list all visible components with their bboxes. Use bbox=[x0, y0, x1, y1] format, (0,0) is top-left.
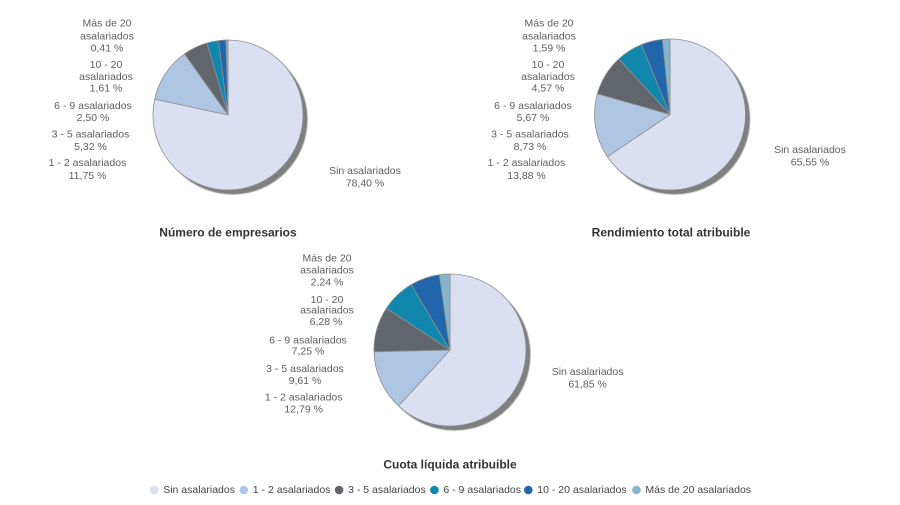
svg-text:6 - 9 asalariados: 6 - 9 asalariados bbox=[443, 484, 521, 496]
svg-text:10 - 20: 10 - 20 bbox=[311, 294, 344, 306]
svg-text:5,32 %: 5,32 % bbox=[74, 141, 107, 153]
svg-text:Más de 20 asalariados: Más de 20 asalariados bbox=[645, 484, 751, 496]
svg-text:6 - 9 asalariados: 6 - 9 asalariados bbox=[54, 100, 132, 112]
svg-text:1 - 2 asalariados: 1 - 2 asalariados bbox=[253, 484, 331, 496]
svg-text:11,75 %: 11,75 % bbox=[69, 170, 107, 182]
svg-text:1 - 2 asalariados: 1 - 2 asalariados bbox=[265, 392, 343, 404]
svg-text:asalariados: asalariados bbox=[80, 31, 134, 43]
svg-text:Más de 20: Más de 20 bbox=[524, 18, 573, 30]
svg-text:10 - 20: 10 - 20 bbox=[90, 59, 123, 71]
svg-text:Sin asalariados: Sin asalariados bbox=[552, 366, 624, 378]
svg-text:Sin asalariados: Sin asalariados bbox=[163, 484, 235, 496]
svg-text:1,59 %: 1,59 % bbox=[533, 43, 566, 55]
svg-text:10 - 20 asalariados: 10 - 20 asalariados bbox=[537, 484, 626, 496]
svg-text:Rendimiento total atribuible: Rendimiento total atribuible bbox=[592, 225, 751, 239]
svg-text:3 - 5 asalariados: 3 - 5 asalariados bbox=[348, 484, 426, 496]
svg-text:1,61 %: 1,61 % bbox=[90, 83, 123, 95]
svg-text:65,55 %: 65,55 % bbox=[791, 156, 830, 168]
svg-text:Cuota líquida atribuible: Cuota líquida atribuible bbox=[383, 458, 517, 472]
svg-text:6 - 9 asalariados: 6 - 9 asalariados bbox=[269, 335, 347, 347]
svg-text:3 - 5 asalariados: 3 - 5 asalariados bbox=[52, 128, 130, 140]
svg-text:asalariados: asalariados bbox=[522, 31, 576, 43]
svg-text:1 - 2 asalariados: 1 - 2 asalariados bbox=[49, 157, 127, 169]
svg-text:12,79 %: 12,79 % bbox=[284, 404, 323, 416]
svg-text:8,73 %: 8,73 % bbox=[514, 141, 547, 153]
svg-text:Sin asalariados: Sin asalariados bbox=[774, 144, 846, 156]
svg-text:7,25 %: 7,25 % bbox=[292, 346, 325, 358]
svg-text:Más de 20: Más de 20 bbox=[82, 18, 131, 30]
svg-text:13,88 %: 13,88 % bbox=[507, 170, 546, 182]
svg-text:10 - 20: 10 - 20 bbox=[532, 59, 565, 71]
svg-text:3 - 5 asalariados: 3 - 5 asalariados bbox=[491, 128, 569, 140]
svg-text:2,50 %: 2,50 % bbox=[77, 112, 110, 124]
svg-text:9,61 %: 9,61 % bbox=[289, 375, 322, 387]
svg-text:Número de empresarios: Número de empresarios bbox=[159, 225, 297, 239]
svg-text:61,85 %: 61,85 % bbox=[568, 379, 607, 391]
svg-text:Más de 20: Más de 20 bbox=[302, 252, 351, 264]
svg-text:asalariados: asalariados bbox=[300, 305, 354, 317]
svg-text:3 - 5 asalariados: 3 - 5 asalariados bbox=[266, 363, 344, 375]
svg-text:78,40 %: 78,40 % bbox=[346, 177, 385, 189]
svg-text:2,24 %: 2,24 % bbox=[311, 277, 344, 289]
svg-text:asalariados: asalariados bbox=[79, 71, 133, 83]
svg-text:asalariados: asalariados bbox=[521, 71, 575, 83]
svg-text:6,28 %: 6,28 % bbox=[310, 316, 343, 328]
svg-text:asalariados: asalariados bbox=[300, 265, 354, 277]
svg-text:6 - 9 asalariados: 6 - 9 asalariados bbox=[494, 100, 572, 112]
svg-text:1 - 2 asalariados: 1 - 2 asalariados bbox=[488, 157, 566, 169]
svg-text:Sin asalariados: Sin asalariados bbox=[329, 165, 401, 177]
svg-text:4,57 %: 4,57 % bbox=[532, 83, 565, 95]
svg-text:0,41 %: 0,41 % bbox=[91, 43, 124, 55]
svg-text:5,67 %: 5,67 % bbox=[517, 112, 550, 124]
